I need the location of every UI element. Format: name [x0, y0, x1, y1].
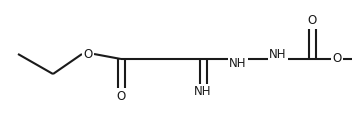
Text: NH: NH [194, 85, 212, 98]
Text: O: O [84, 48, 93, 61]
Text: O: O [116, 89, 126, 103]
Text: O: O [307, 15, 316, 27]
Text: O: O [332, 53, 342, 65]
Text: NH: NH [229, 57, 247, 70]
Text: NH: NH [269, 48, 287, 61]
